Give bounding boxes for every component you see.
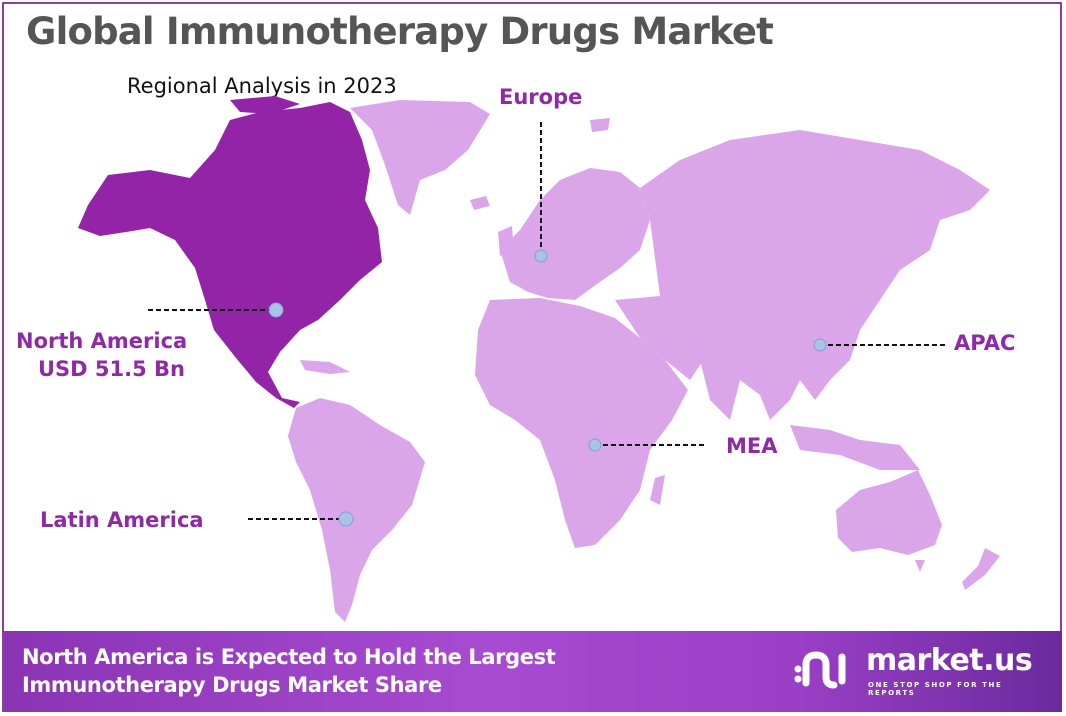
region-apac[interactable] (640, 130, 1000, 590)
label-mea: MEA (726, 434, 778, 458)
marketus-logo-icon (794, 651, 846, 689)
page-subtitle: Regional Analysis in 2023 (127, 74, 397, 98)
logo-tagline: ONE STOP SHOP FOR THE REPORTS (868, 681, 1003, 697)
label-north-america: North America (16, 329, 188, 353)
brand-logo[interactable]: market.us ONE STOP SHOP FOR THE REPORTS (790, 643, 1040, 697)
marker-latin-america[interactable] (248, 511, 354, 527)
region-mea[interactable] (475, 296, 710, 548)
label-north-america-value: USD 51.5 Bn (38, 357, 185, 381)
region-north-america[interactable] (78, 96, 382, 408)
label-europe: Europe (499, 85, 583, 109)
footer-headline: North America is Expected to Hold the La… (22, 643, 556, 699)
label-latin-america: Latin America (40, 508, 204, 532)
logo-wordmark: market.us (866, 643, 1033, 678)
region-europe[interactable] (498, 118, 650, 300)
marker-apac[interactable] (813, 338, 945, 352)
marker-north-america[interactable] (148, 302, 284, 318)
label-apac: APAC (954, 331, 1016, 355)
page-title: Global Immunotherapy Drugs Market (26, 10, 774, 53)
footer-line-2: Immunotherapy Drugs Market Share (22, 673, 442, 697)
footer-line-1: North America is Expected to Hold the La… (22, 645, 556, 669)
marker-europe[interactable] (534, 122, 548, 263)
region-latin-america[interactable] (288, 360, 425, 622)
footer-banner: North America is Expected to Hold the La… (4, 631, 1062, 712)
marker-mea[interactable] (588, 438, 704, 452)
greenland (350, 100, 490, 215)
world-map (78, 96, 1000, 622)
